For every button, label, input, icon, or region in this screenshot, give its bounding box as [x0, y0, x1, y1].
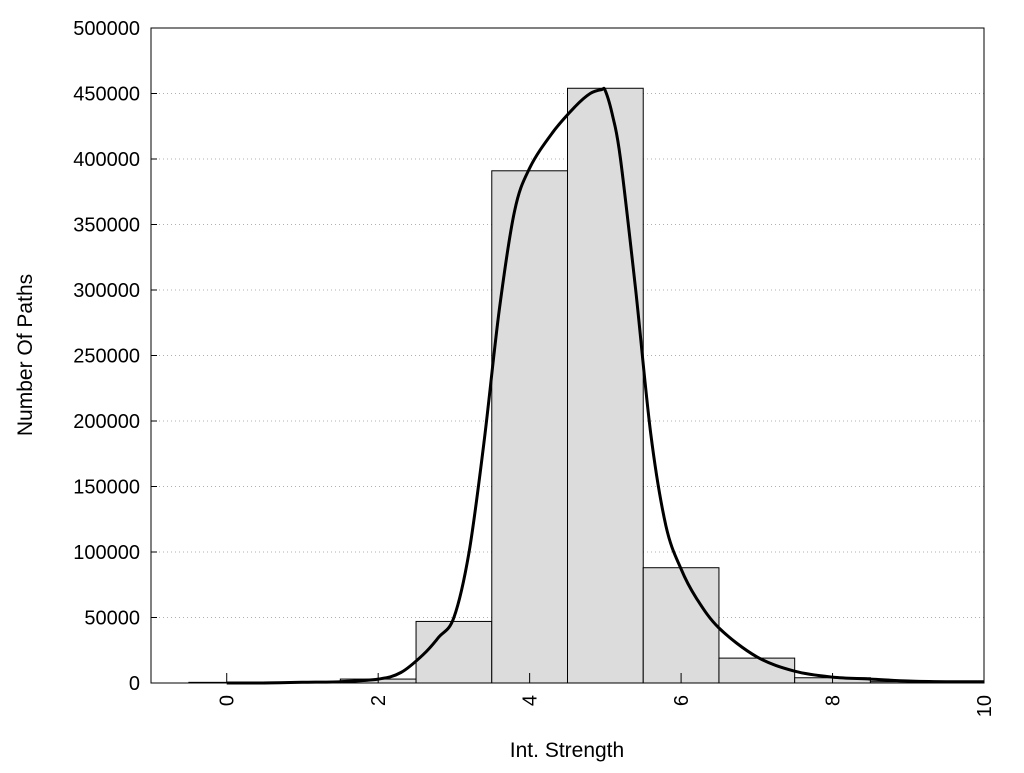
- x-tick-label: 2: [368, 695, 390, 706]
- y-tick-label: 300000: [73, 280, 140, 302]
- curve-layer: [226, 86, 985, 685]
- x-tick-label: 4: [520, 695, 542, 706]
- y-tick-label: 50000: [84, 608, 140, 630]
- fit-curve: [226, 86, 985, 685]
- x-tick-label: 10: [974, 695, 996, 717]
- histogram-bar: [567, 87, 644, 684]
- bars-layer: [188, 87, 985, 684]
- y-tick-label: 0: [129, 673, 140, 695]
- x-axis-title: Int. Strength: [510, 739, 624, 762]
- y-tick-label: 250000: [73, 346, 140, 368]
- y-axis-title: Number Of Paths: [14, 274, 37, 436]
- x-axis: 0 2 4 6 8 10: [217, 673, 996, 717]
- histogram-bar: [491, 170, 569, 684]
- y-tick-label: 100000: [73, 542, 140, 564]
- y-tick-label: 450000: [73, 84, 140, 106]
- x-tick-label: 6: [671, 695, 693, 706]
- x-tick-label: 8: [823, 695, 845, 706]
- y-axis: 0 50000 100000 150000 200000 250000 300000 3500…: [73, 18, 157, 695]
- y-tick-label: 150000: [73, 477, 140, 499]
- y-tick-label: 400000: [73, 149, 140, 171]
- y-tick-label: 350000: [73, 215, 140, 237]
- histogram-bar: [718, 657, 796, 684]
- y-tick-label: 200000: [73, 411, 140, 433]
- histogram-bar: [415, 620, 493, 684]
- y-tick-label: 500000: [73, 18, 140, 40]
- x-tick-label: 0: [217, 695, 239, 706]
- histogram-bar: [642, 567, 720, 684]
